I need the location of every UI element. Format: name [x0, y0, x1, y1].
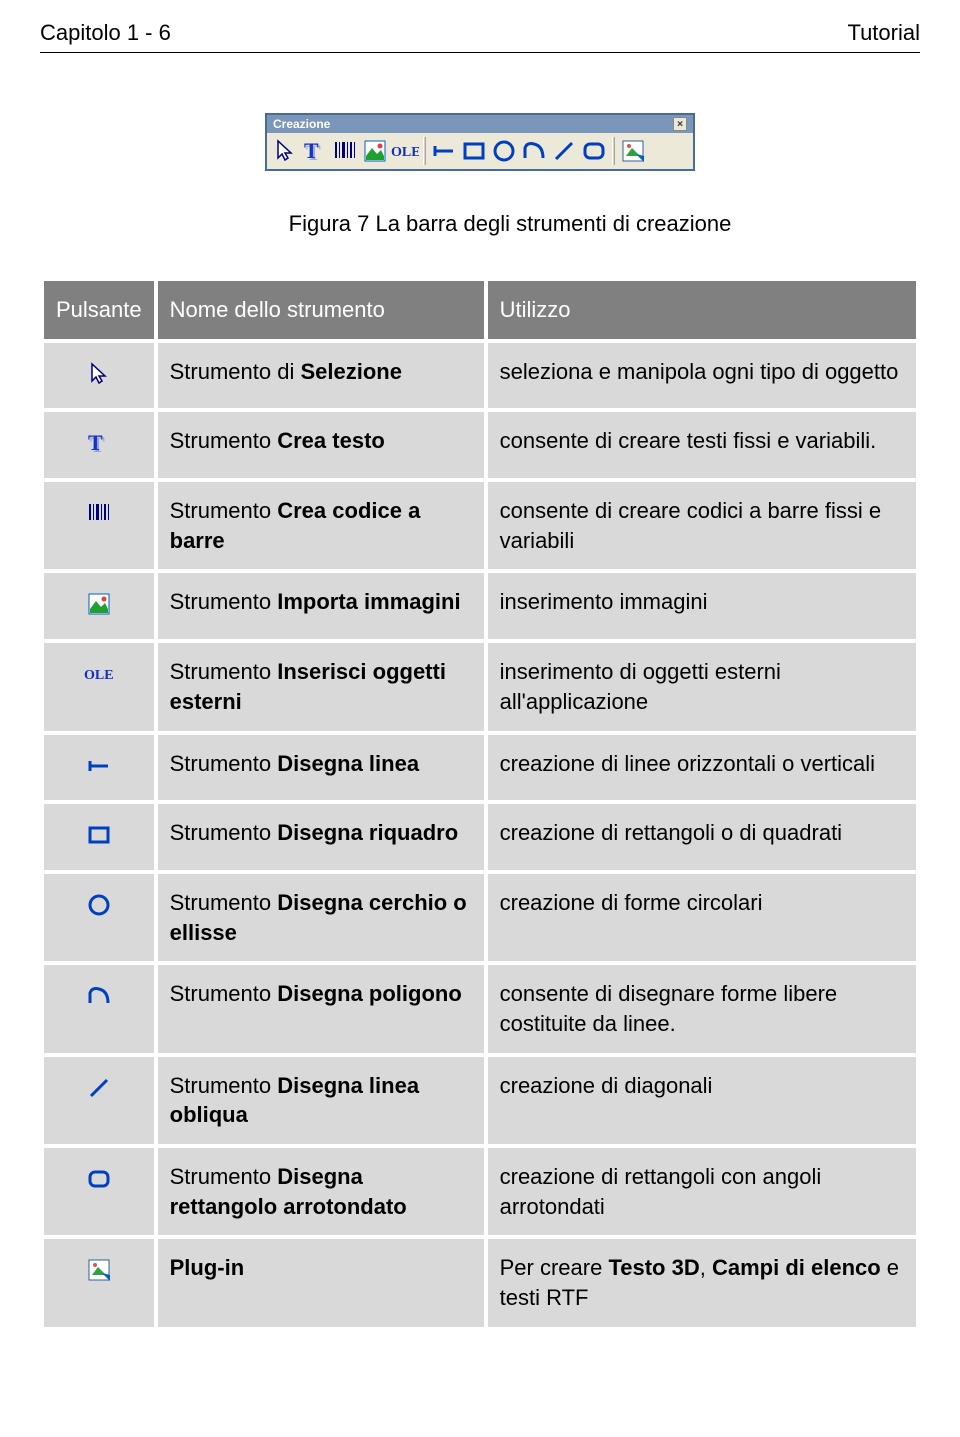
rect-icon: [82, 818, 116, 852]
ole-icon: OLE: [82, 657, 116, 691]
tool-usage: inserimento di oggetti esterni all'appli…: [486, 641, 918, 732]
tool-name: Strumento Disegna linea: [156, 733, 486, 803]
header-right: Tutorial: [847, 20, 920, 46]
tool-usage: creazione di rettangoli con angoli arrot…: [486, 1146, 918, 1237]
col-usage: Utilizzo: [486, 279, 918, 341]
text-icon: TT: [82, 426, 116, 460]
circle-icon: [82, 888, 116, 922]
tool-usage: Per creare Testo 3D, Campi di elenco e t…: [486, 1237, 918, 1328]
image-icon: [82, 587, 116, 621]
toolbar-figure: Creazione × TT OLE: [40, 113, 920, 171]
tool-name: Strumento Crea codice a barre: [156, 480, 486, 571]
ole-icon-cell: OLE: [42, 641, 156, 732]
hline-toolbar-icon[interactable]: [430, 137, 458, 165]
svg-text:OLE: OLE: [391, 145, 419, 160]
svg-text:T: T: [306, 140, 321, 164]
polygon-icon: [82, 979, 116, 1013]
svg-text:T: T: [90, 432, 105, 456]
col-name: Nome dello strumento: [156, 279, 486, 341]
tool-name: Strumento Disegna riquadro: [156, 802, 486, 872]
tool-usage: inserimento immagini: [486, 571, 918, 641]
roundrect-toolbar-icon[interactable]: [580, 137, 608, 165]
page-header: Capitolo 1 - 6 Tutorial: [40, 20, 920, 53]
table-row: Plug-inPer creare Testo 3D, Campi di ele…: [42, 1237, 918, 1328]
tool-usage: creazione di diagonali: [486, 1055, 918, 1146]
table-row: Strumento Crea codice a barreconsente di…: [42, 480, 918, 571]
cursor-icon-cell: [42, 341, 156, 411]
tool-usage: consente di creare codici a barre fissi …: [486, 480, 918, 571]
table-row: Strumento Disegna riquadrocreazione di r…: [42, 802, 918, 872]
plugin-icon: [82, 1253, 116, 1287]
circle-toolbar-icon[interactable]: [490, 137, 518, 165]
image-toolbar-icon[interactable]: [361, 137, 389, 165]
tool-usage: seleziona e manipola ogni tipo di oggett…: [486, 341, 918, 411]
table-row: Strumento Disegna lineacreazione di line…: [42, 733, 918, 803]
roundrect-icon: [82, 1162, 116, 1196]
diagonal-toolbar-icon[interactable]: [550, 137, 578, 165]
tool-name: Strumento Disegna cerchio o ellisse: [156, 872, 486, 963]
text-toolbar-icon[interactable]: TT: [301, 137, 329, 165]
roundrect-icon-cell: [42, 1146, 156, 1237]
tool-usage: creazione di rettangoli o di quadrati: [486, 802, 918, 872]
tool-usage: consente di disegnare forme libere costi…: [486, 963, 918, 1054]
image-icon-cell: [42, 571, 156, 641]
barcode-icon: [82, 496, 116, 530]
circle-icon-cell: [42, 872, 156, 963]
diagonal-icon-cell: [42, 1055, 156, 1146]
text-icon-cell: TT: [42, 410, 156, 480]
svg-text:OLE: OLE: [84, 668, 114, 683]
tool-name: Strumento di Selezione: [156, 341, 486, 411]
barcode-toolbar-icon[interactable]: [331, 137, 359, 165]
polygon-icon-cell: [42, 963, 156, 1054]
header-left: Capitolo 1 - 6: [40, 20, 171, 46]
tool-name: Plug-in: [156, 1237, 486, 1328]
cursor-toolbar-icon[interactable]: [271, 137, 299, 165]
tool-name: Strumento Inserisci oggetti esterni: [156, 641, 486, 732]
cursor-icon: [82, 357, 116, 391]
plugin-toolbar-icon[interactable]: [619, 137, 647, 165]
table-row: Strumento Disegna rettangolo arrotondato…: [42, 1146, 918, 1237]
table-row: Strumento Disegna cerchio o ellissecreaz…: [42, 872, 918, 963]
polygon-toolbar-icon[interactable]: [520, 137, 548, 165]
table-row: Strumento Disegna poligonoconsente di di…: [42, 963, 918, 1054]
table-row: Strumento Importa immaginiinserimento im…: [42, 571, 918, 641]
rect-toolbar-icon[interactable]: [460, 137, 488, 165]
tools-table: Pulsante Nome dello strumento Utilizzo S…: [40, 277, 920, 1331]
figure-caption: Figura 7 La barra degli strumenti di cre…: [100, 211, 920, 237]
tool-usage: creazione di linee orizzontali o vertica…: [486, 733, 918, 803]
tool-name: Strumento Disegna linea obliqua: [156, 1055, 486, 1146]
tool-name: Strumento Disegna rettangolo arrotondato: [156, 1146, 486, 1237]
barcode-icon-cell: [42, 480, 156, 571]
col-button: Pulsante: [42, 279, 156, 341]
hline-icon-cell: [42, 733, 156, 803]
rect-icon-cell: [42, 802, 156, 872]
tool-name: Strumento Disegna poligono: [156, 963, 486, 1054]
hline-icon: [82, 749, 116, 783]
plugin-icon-cell: [42, 1237, 156, 1328]
close-icon[interactable]: ×: [673, 117, 687, 131]
table-row: Strumento di Selezioneseleziona e manipo…: [42, 341, 918, 411]
tool-usage: consente di creare testi fissi e variabi…: [486, 410, 918, 480]
ole-toolbar-icon[interactable]: OLE: [391, 137, 419, 165]
toolbar-title: Creazione: [273, 117, 330, 131]
tool-name: Strumento Crea testo: [156, 410, 486, 480]
tool-name: Strumento Importa immagini: [156, 571, 486, 641]
table-row: OLE Strumento Inserisci oggetti esterniin…: [42, 641, 918, 732]
diagonal-icon: [82, 1071, 116, 1105]
table-row: Strumento Disegna linea obliquacreazione…: [42, 1055, 918, 1146]
table-row: TT Strumento Crea testoconsente di creare…: [42, 410, 918, 480]
tool-usage: creazione di forme circolari: [486, 872, 918, 963]
